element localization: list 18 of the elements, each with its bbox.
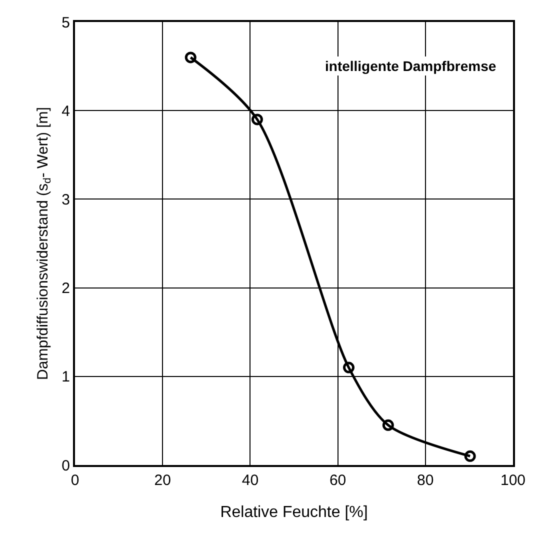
y-tick-label: 5 (62, 14, 70, 32)
x-tick-label: 20 (154, 472, 171, 489)
y-tick-label: 2 (62, 280, 70, 298)
point (343, 362, 354, 374)
x-tick-label: 100 (500, 472, 526, 489)
point (382, 419, 394, 431)
y-tick-label: 1 (62, 368, 70, 386)
point (184, 52, 196, 64)
x-tick-label: 40 (242, 472, 259, 489)
annotation: intelligente Dampfbremse (325, 58, 496, 74)
point (251, 114, 263, 126)
point (464, 450, 476, 462)
y-tick-label: 4 (62, 102, 70, 120)
y-tick-label: 3 (62, 191, 70, 208)
x-axis-title: Relative Feuchte [%] (220, 504, 368, 522)
y-tick-label: 0 (62, 457, 70, 474)
x-tick-label: 80 (417, 472, 434, 489)
x-tick-label: 60 (329, 472, 346, 489)
